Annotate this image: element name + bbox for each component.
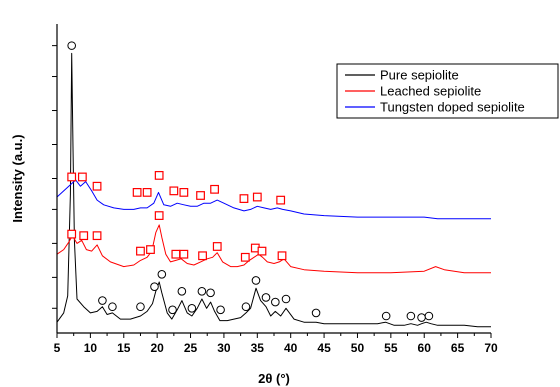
- x-tick-label-15: 15: [117, 341, 131, 355]
- y-axis-title: Intensity (a.u.): [10, 134, 25, 222]
- peak-marker-pure: [271, 297, 280, 307]
- legend-label-leached: Leached sepiolite: [380, 84, 481, 99]
- peak-marker-leached: [212, 242, 222, 251]
- series-line-tungsten: [56, 179, 491, 220]
- series-pure: [56, 41, 491, 328]
- series-tungsten: [56, 171, 491, 220]
- peak-marker-tungsten: [252, 192, 262, 202]
- peak-marker-leached: [154, 211, 164, 220]
- peak-marker-leached: [240, 252, 250, 262]
- x-tick-label-55: 55: [384, 341, 398, 355]
- peak-marker-pure: [406, 311, 416, 321]
- peak-marker-pure: [108, 302, 117, 312]
- peak-marker-tungsten: [276, 195, 286, 205]
- peak-marker-pure: [67, 41, 76, 50]
- peak-marker-pure: [150, 282, 159, 291]
- legend-label-tungsten: Tungsten doped sepiolite: [380, 100, 525, 115]
- peak-marker-leached: [92, 231, 102, 241]
- peak-marker-leached: [198, 251, 207, 261]
- peak-marker-pure: [157, 269, 167, 279]
- peak-marker-tungsten: [179, 188, 189, 197]
- peak-marker-tungsten: [196, 191, 205, 200]
- peak-marker-pure: [98, 296, 107, 305]
- peak-marker-pure: [206, 288, 215, 298]
- peak-marker-tungsten: [142, 188, 152, 197]
- peak-marker-pure: [197, 286, 207, 296]
- x-tick-label-20: 20: [150, 341, 164, 355]
- y-ticks: [52, 45, 57, 309]
- peak-marker-leached: [136, 246, 145, 256]
- peak-marker-pure: [187, 303, 197, 313]
- peak-marker-tungsten: [67, 172, 77, 182]
- legend: Pure sepiolite Leached sepiolite Tungste…: [336, 63, 559, 119]
- peak-marker-pure: [177, 286, 187, 296]
- peak-marker-leached: [277, 251, 287, 261]
- series-line-pure: [56, 52, 491, 328]
- peak-marker-pure: [417, 313, 426, 322]
- x-tick-label-30: 30: [217, 341, 231, 355]
- x-tick-label-25: 25: [184, 341, 198, 355]
- x-tick-label-50: 50: [351, 341, 365, 355]
- peak-marker-tungsten: [210, 184, 219, 194]
- peak-marker-pure: [241, 302, 251, 312]
- x-tick-label-45: 45: [317, 341, 331, 355]
- peak-marker-tungsten: [154, 171, 164, 180]
- legend-label-pure: Pure sepiolite: [380, 68, 459, 83]
- peak-marker-leached: [79, 231, 89, 241]
- legend-item-pure: Pure sepiolite: [345, 68, 459, 83]
- peak-marker-pure: [261, 293, 271, 302]
- x-tick-label-40: 40: [284, 341, 298, 355]
- peak-marker-pure: [424, 311, 434, 321]
- peak-marker-tungsten: [132, 188, 142, 197]
- x-tick-label-35: 35: [251, 341, 265, 355]
- peak-marker-leached: [67, 229, 77, 239]
- x-tick-label-10: 10: [84, 341, 98, 355]
- x-tick-label-65: 65: [451, 341, 465, 355]
- x-tick-label-70: 70: [484, 341, 498, 355]
- series-line-leached: [56, 224, 491, 274]
- x-axis-title: 2θ (°): [258, 371, 290, 386]
- peak-marker-leached: [257, 246, 267, 256]
- peak-marker-pure: [216, 305, 225, 315]
- legend-item-leached: Leached sepiolite: [345, 84, 481, 99]
- peak-marker-pure: [251, 276, 261, 285]
- peak-marker-pure: [168, 305, 177, 315]
- plot-area: [56, 41, 491, 328]
- peak-marker-tungsten: [92, 181, 102, 191]
- peak-marker-pure: [381, 311, 391, 321]
- x-tick-label-5: 5: [54, 341, 61, 355]
- peak-marker-tungsten: [239, 194, 249, 203]
- peak-marker-leached: [179, 249, 189, 259]
- series-leached: [56, 211, 491, 274]
- peak-marker-tungsten: [169, 186, 179, 196]
- peak-marker-pure: [136, 302, 145, 312]
- peak-marker-leached: [171, 249, 181, 259]
- peak-marker-leached: [146, 245, 155, 254]
- peak-marker-pure: [311, 308, 321, 318]
- x-ticks: 5 10 15 20 25 30 35 40 45 50 55 60 65 70: [54, 333, 498, 355]
- peak-marker-tungsten: [77, 172, 87, 182]
- legend-item-tungsten: Tungsten doped sepiolite: [345, 100, 525, 115]
- peak-marker-pure: [281, 294, 291, 304]
- x-tick-label-60: 60: [418, 341, 432, 355]
